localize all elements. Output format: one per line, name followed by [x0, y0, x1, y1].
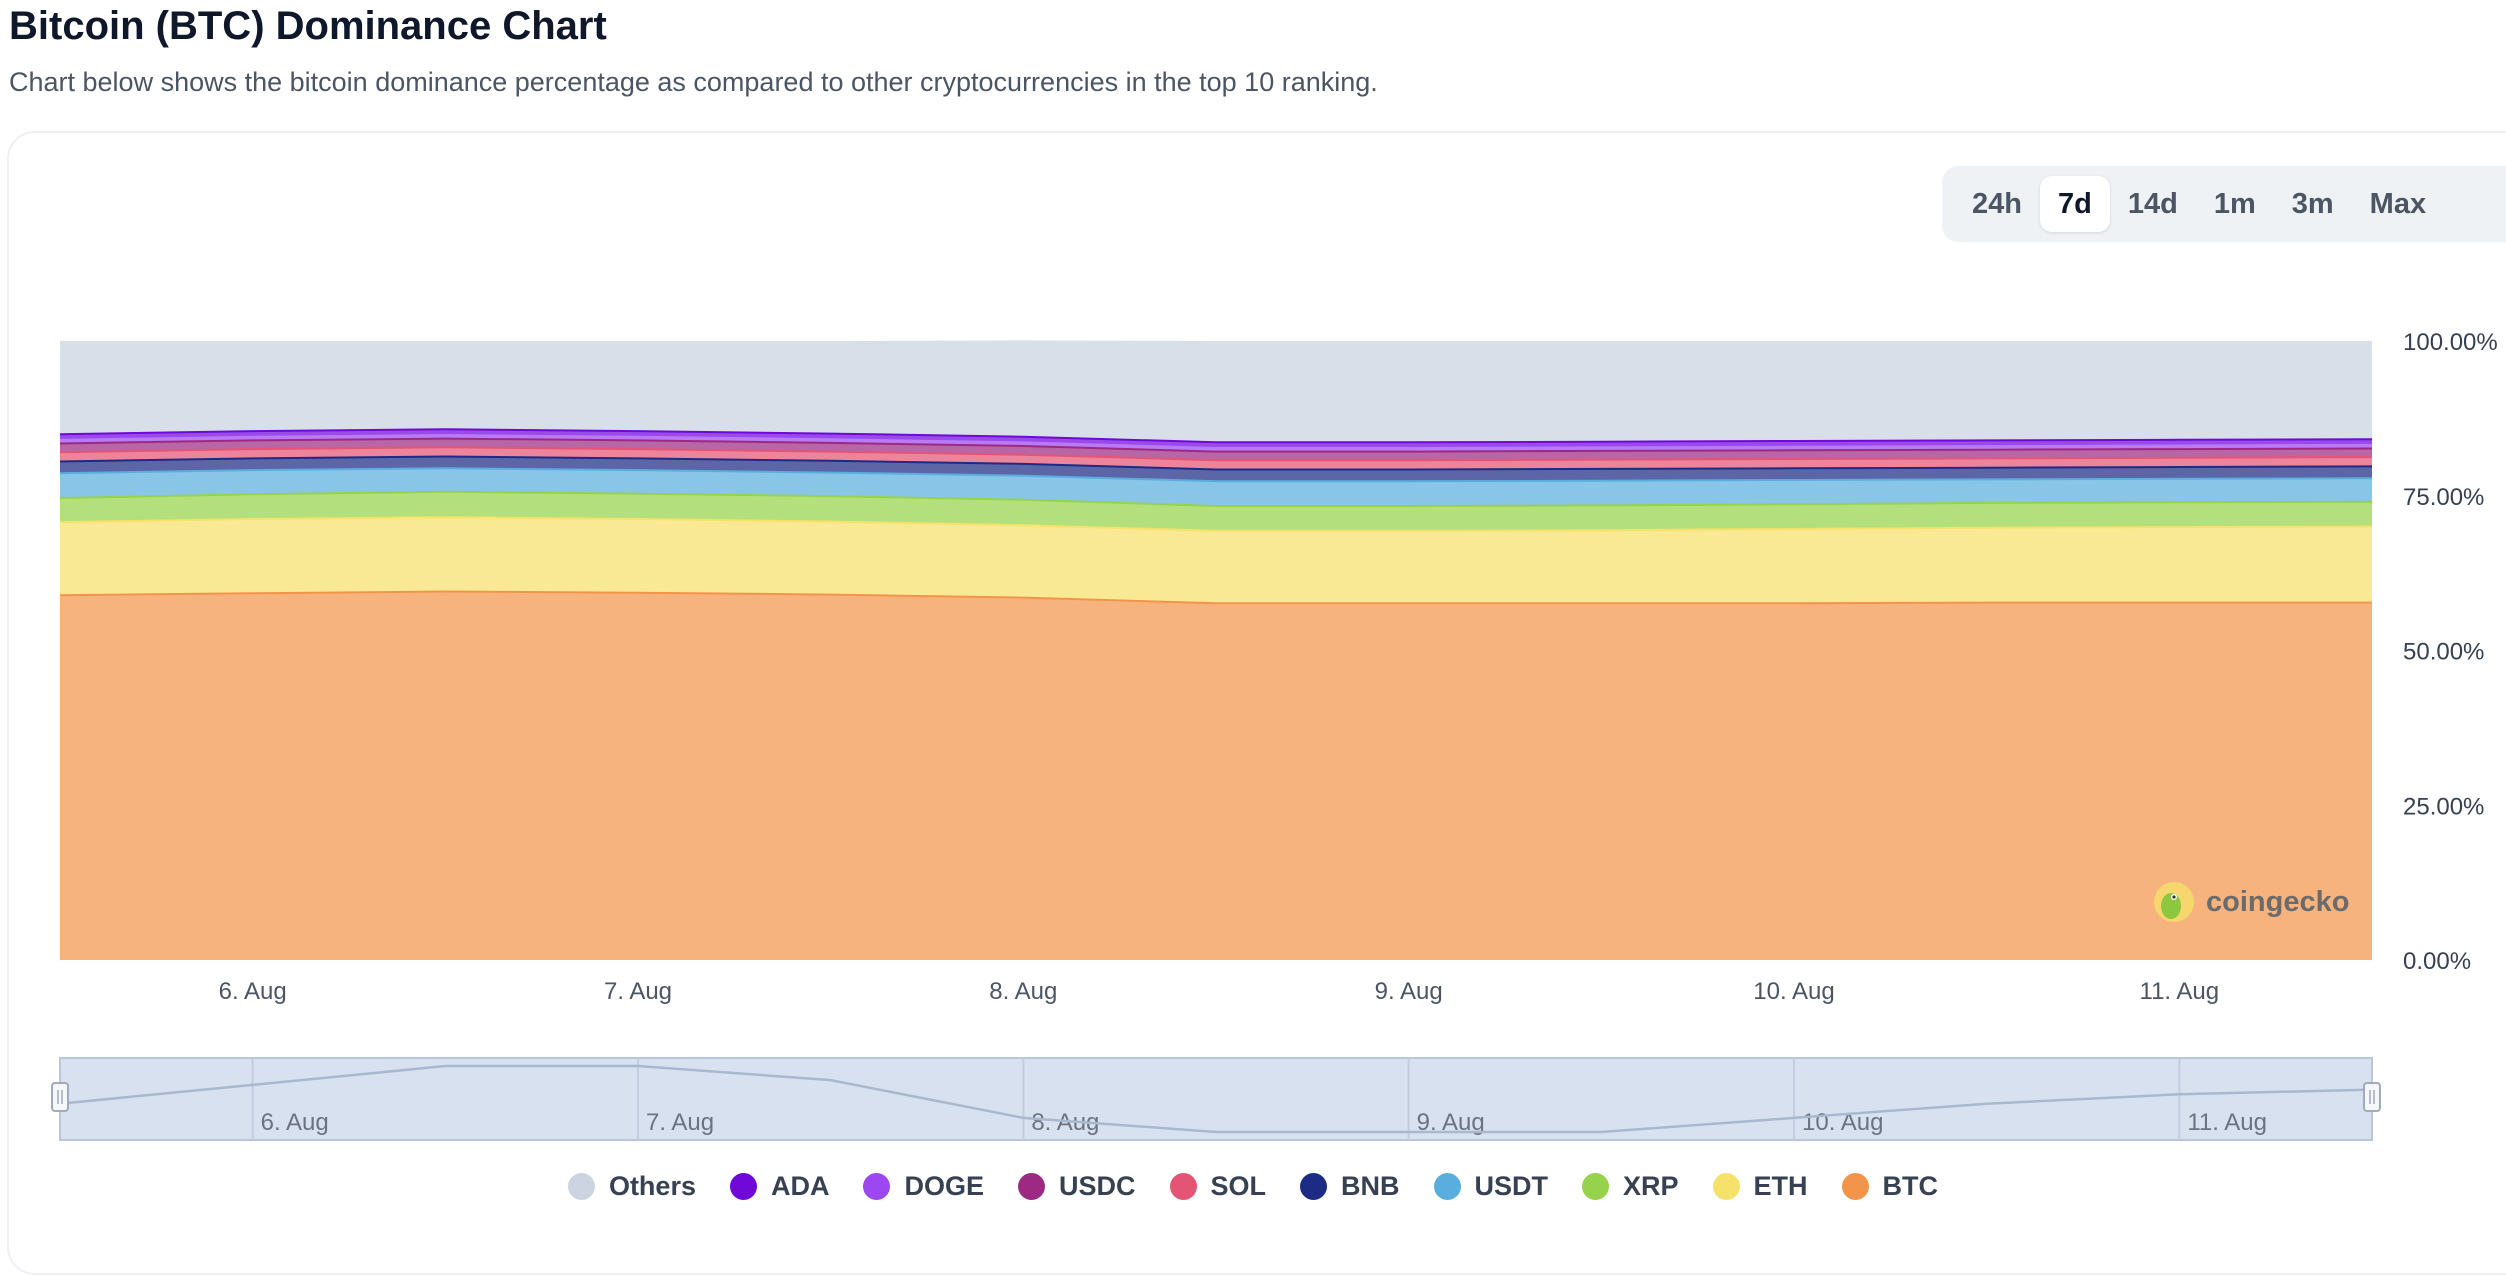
x-tick-label: 9. Aug: [1375, 978, 1443, 1005]
time-range-selector: 24h 7d 14d 1m 3m Max: [1942, 166, 2506, 242]
legend-dot-icon: [1017, 1172, 1045, 1200]
navigator-handle-grip: [2363, 1082, 2381, 1112]
legend-dot-icon: [863, 1172, 891, 1200]
legend-dot-icon: [1169, 1172, 1197, 1200]
legend-dot-icon: [1433, 1172, 1461, 1200]
area-doge: [60, 432, 2372, 451]
legend-label: ETH: [1753, 1170, 1808, 1201]
legend-item-btc[interactable]: BTC: [1841, 1170, 1939, 1202]
navigator-tick-label: 11. Aug: [2187, 1109, 2267, 1136]
legend-label: BNB: [1341, 1170, 1400, 1201]
legend-label: USDC: [1058, 1170, 1136, 1201]
area-eth: [60, 516, 2372, 603]
area-xrp: [60, 490, 2372, 530]
legend-dot-icon: [729, 1172, 757, 1200]
y-tick-label: 25.00%: [2403, 793, 2484, 820]
legend-label: BTC: [1882, 1170, 1939, 1201]
navigator-handle-right[interactable]: [2363, 1082, 2381, 1112]
legend-item-bnb[interactable]: BNB: [1300, 1171, 1400, 1202]
legend-item-usdc[interactable]: USDC: [1017, 1170, 1136, 1202]
legend-dot-icon: [1300, 1172, 1328, 1200]
y-tick-label: 0.00%: [2403, 948, 2471, 975]
x-tick-label: 6. Aug: [219, 978, 287, 1005]
x-tick-label: 10. Aug: [1753, 978, 1834, 1005]
x-tick-label: 8. Aug: [989, 978, 1057, 1005]
legend-label: DOGE: [904, 1170, 984, 1201]
area-btc: [60, 590, 2372, 960]
range-max-button[interactable]: Max: [2352, 176, 2444, 232]
page-title: Bitcoin (BTC) Dominance Chart: [9, 4, 607, 48]
legend-label: ADA: [770, 1170, 830, 1201]
dominance-chart[interactable]: 100.00% 75.00% 50.00% 25.00% 0.00% 6. Aug 7. A…: [0, 0, 2506, 1160]
range-24h-button[interactable]: 24h: [1954, 176, 2040, 232]
range-1m-button[interactable]: 1m: [2196, 176, 2274, 232]
navigator-handle-left[interactable]: [51, 1082, 69, 1112]
legend-item-sol[interactable]: SOL: [1169, 1170, 1267, 1202]
navigator-tick-label: 6. Aug: [261, 1109, 329, 1136]
legend-label: XRP: [1623, 1170, 1679, 1201]
navigator-window: [59, 1057, 2373, 1141]
legend-item-others[interactable]: Others: [567, 1170, 696, 1202]
x-tick-label: 7. Aug: [604, 978, 672, 1005]
watermark-text: coingecko: [2206, 885, 2350, 918]
legend-dot-icon: [1841, 1172, 1869, 1200]
legend-item-doge[interactable]: DOGE: [863, 1171, 984, 1202]
area-usdt: [60, 467, 2372, 505]
area-usdc: [60, 437, 2372, 460]
page-subtitle: Chart below shows the bitcoin dominance …: [9, 67, 1378, 97]
navigator-handle-grip: [51, 1082, 69, 1112]
chart-legend: Others ADA DOGE USDC SOL BNB USDT XRP ET…: [0, 1166, 2506, 1206]
legend-dot-icon: [1582, 1172, 1610, 1200]
area-bnb: [60, 455, 2372, 481]
legend-label: USDT: [1474, 1170, 1549, 1201]
coingecko-watermark: coingecko: [2152, 880, 2349, 924]
legend-item-ada[interactable]: ADA: [729, 1170, 830, 1202]
range-3m-button[interactable]: 3m: [2274, 176, 2352, 232]
x-tick-label: 11. Aug: [2140, 978, 2220, 1005]
legend-item-xrp[interactable]: XRP: [1582, 1171, 1679, 1202]
legend-dot-icon: [567, 1172, 595, 1200]
legend-item-usdt[interactable]: USDT: [1433, 1170, 1549, 1202]
y-tick-label: 75.00%: [2403, 484, 2484, 511]
navigator-tick-label: 7. Aug: [646, 1109, 714, 1136]
legend-label: Others: [608, 1170, 696, 1201]
legend-label: SOL: [1210, 1170, 1267, 1201]
range-7d-button[interactable]: 7d: [2039, 176, 2110, 232]
area-others: [60, 340, 2372, 442]
navigator-series-line: [59, 1064, 2373, 1134]
coingecko-logo-icon: [2154, 882, 2194, 922]
legend-dot-icon: [1712, 1172, 1740, 1200]
area-sol: [60, 446, 2372, 469]
y-tick-label: 50.00%: [2403, 639, 2484, 666]
y-tick-label: 100.00%: [2403, 329, 2498, 356]
range-14d-button[interactable]: 14d: [2110, 176, 2196, 232]
legend-item-eth[interactable]: ETH: [1712, 1170, 1808, 1202]
